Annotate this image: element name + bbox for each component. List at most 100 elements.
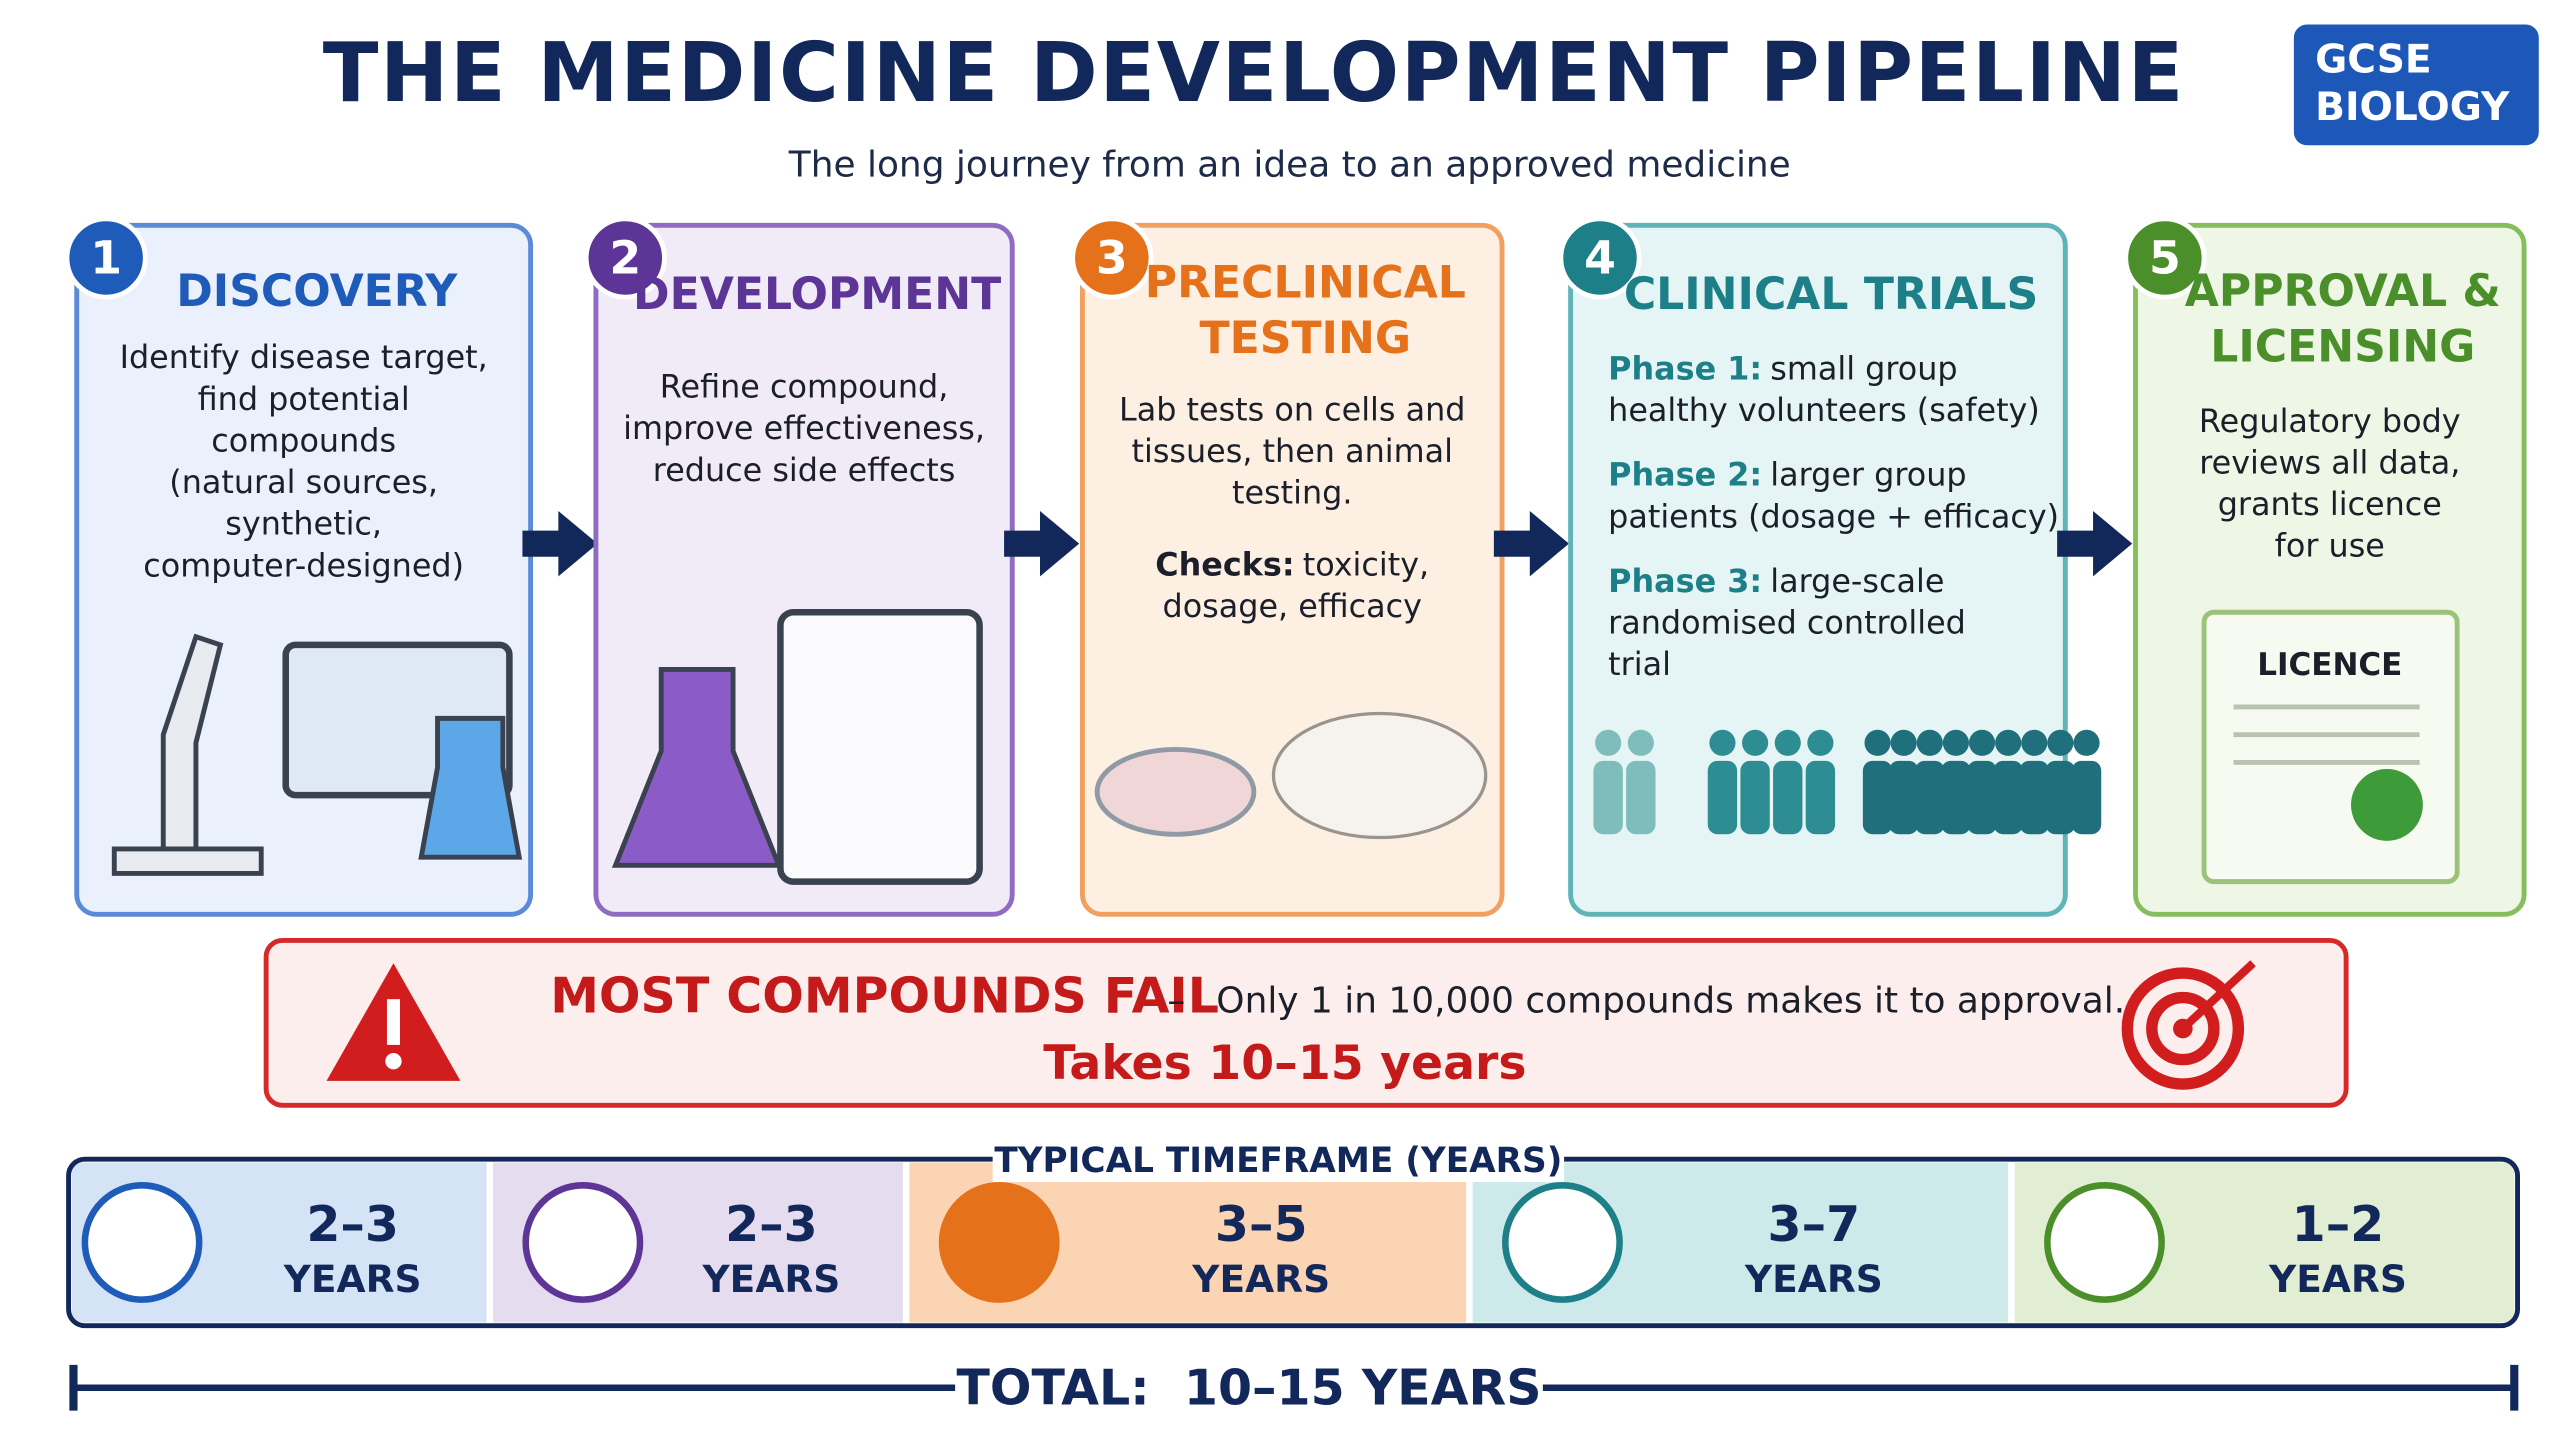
timeframe-unit: YEARS: [701, 1257, 840, 1301]
warning-text: Only 1 in 10,000 compounds makes it to a…: [1216, 980, 2125, 1021]
stage-text: computer-designed): [143, 546, 464, 584]
person-body: [1626, 760, 1656, 835]
stages: 1 DISCOVERY Identify disease target, find p…: [64, 216, 2527, 917]
stage-note: Phase 1: small group: [1608, 350, 1957, 388]
person-head: [1709, 729, 1736, 756]
stage-text: compounds: [211, 421, 396, 459]
warning-icon-dot: [385, 1053, 402, 1070]
stage-title: DEVELOPMENT: [633, 269, 1001, 320]
petri-dish: [1094, 746, 1257, 837]
warning-duration: Takes 10–15 years: [1043, 1036, 1526, 1091]
timeframe-title-bg: [992, 1139, 1565, 1183]
warning-box: [263, 937, 2349, 1108]
licence-label: LICENCE: [2257, 647, 2402, 683]
stage-title: LICENSING: [2210, 321, 2475, 372]
person-head: [1595, 729, 1622, 756]
timeframe: 2–3YEARS2–3YEARS3–5YEARS3–7YEARS1–2YEARS…: [66, 1139, 2520, 1329]
stage-number-badge: [583, 216, 667, 300]
person-head: [1995, 729, 2022, 756]
warning-heading: MOST COMPOUNDS FAIL: [550, 968, 1219, 1025]
stage-title: PRECLINICAL: [1145, 258, 1466, 309]
stage-title: CLINICAL TRIALS: [1624, 269, 2038, 320]
stage-title: TESTING: [1200, 313, 1411, 364]
stage-number-badge: [1558, 216, 1642, 300]
person-body: [1888, 760, 1919, 835]
stage-text: Identify disease target,: [120, 338, 488, 376]
stage-text: synthetic,: [225, 505, 382, 543]
timeframe-icon: [2044, 1182, 2165, 1303]
total-label: TOTAL: 10–15 YEARS: [956, 1360, 1541, 1417]
badge: GCSE BIOLOGY: [2293, 24, 2539, 146]
person-body: [1707, 760, 1738, 835]
stage-number: 5: [2149, 232, 2181, 285]
person-head: [2021, 729, 2048, 756]
note-label: Phase 1:: [1608, 350, 1762, 388]
person-body: [1805, 760, 1836, 835]
note-text: randomised controlled: [1608, 603, 1966, 641]
stage-text: Lab tests on cells and: [1119, 390, 1465, 428]
timeframe-icon: [81, 1182, 203, 1303]
note-text: toxicity,: [1303, 546, 1429, 584]
stage-note: trial: [1608, 645, 1671, 683]
timeframe-icon: [938, 1182, 1060, 1303]
badge-box: [2293, 24, 2539, 146]
microscope: [111, 633, 264, 876]
person-head: [1890, 729, 1917, 756]
person-head: [1916, 729, 1943, 756]
stage-text: Regulatory body: [2199, 402, 2461, 440]
stage-number: 2: [609, 232, 641, 285]
stage-text: testing.: [1232, 474, 1352, 512]
person-body: [1941, 760, 1971, 835]
stage-text: grants licence: [2218, 485, 2442, 523]
stage-number: 4: [1584, 232, 1616, 285]
target-icon: [2121, 967, 2245, 1090]
note-text: dosage, efficacy: [1163, 587, 1422, 625]
note-label: Phase 3:: [1608, 562, 1762, 600]
person-head: [1807, 729, 1834, 756]
person-body: [2045, 760, 2076, 835]
stage-text: improve effectiveness,: [623, 409, 985, 447]
person-head: [1942, 729, 1969, 756]
timeframe-range: 2–3: [725, 1196, 818, 1253]
person-body: [1862, 760, 1893, 835]
person-head: [1742, 729, 1769, 756]
stage-note: randomised controlled: [1608, 603, 1966, 641]
flask: [418, 715, 523, 860]
person-body: [1915, 760, 1945, 835]
timeframe-range: 2–3: [306, 1196, 399, 1253]
stage-note: healthy volunteers (safety): [1608, 391, 2040, 429]
stage-note: Phase 3: large-scale: [1608, 562, 1944, 600]
person-head: [2047, 729, 2074, 756]
stage-text: (natural sources,: [169, 463, 438, 501]
timeframe-range: 1–2: [2292, 1196, 2385, 1253]
stage-note: Phase 2: larger group: [1608, 456, 1966, 494]
person-body: [2019, 760, 2049, 835]
stage-text: reviews all data,: [2199, 443, 2460, 481]
person-body: [2071, 760, 2102, 835]
timeframe-title: TYPICAL TIMEFRAME (YEARS): [994, 1141, 1562, 1181]
timeframe-unit: YEARS: [283, 1257, 422, 1301]
stage-title: DISCOVERY: [176, 266, 458, 317]
badge-line: BIOLOGY: [2315, 85, 2510, 130]
stage-number-badge: [1070, 216, 1154, 300]
person-body: [1740, 760, 1770, 835]
note-text: healthy volunteers (safety): [1608, 391, 2040, 429]
timeframe-unit: YEARS: [1191, 1257, 1330, 1301]
person-body: [1593, 760, 1623, 835]
timeframe-unit: YEARS: [2268, 1257, 2407, 1301]
flow-arrow: [2057, 511, 2133, 577]
stage-number-badge: [64, 216, 148, 300]
timeframe-icon: [522, 1182, 644, 1303]
timeframe-range: 3–5: [1215, 1196, 1308, 1253]
person-body: [1773, 760, 1803, 835]
stage-text: Refine compound,: [660, 368, 949, 406]
note-text: small group: [1770, 350, 1957, 388]
stage-text: reduce side effects: [653, 451, 956, 489]
badge-line: GCSE: [2315, 38, 2432, 83]
stage-text: for use: [2275, 527, 2385, 565]
subtitle: The long journey from an idea to an appr…: [788, 145, 1791, 186]
stage-number: 1: [90, 232, 122, 285]
stage-note: Checks: toxicity,: [1155, 546, 1429, 584]
